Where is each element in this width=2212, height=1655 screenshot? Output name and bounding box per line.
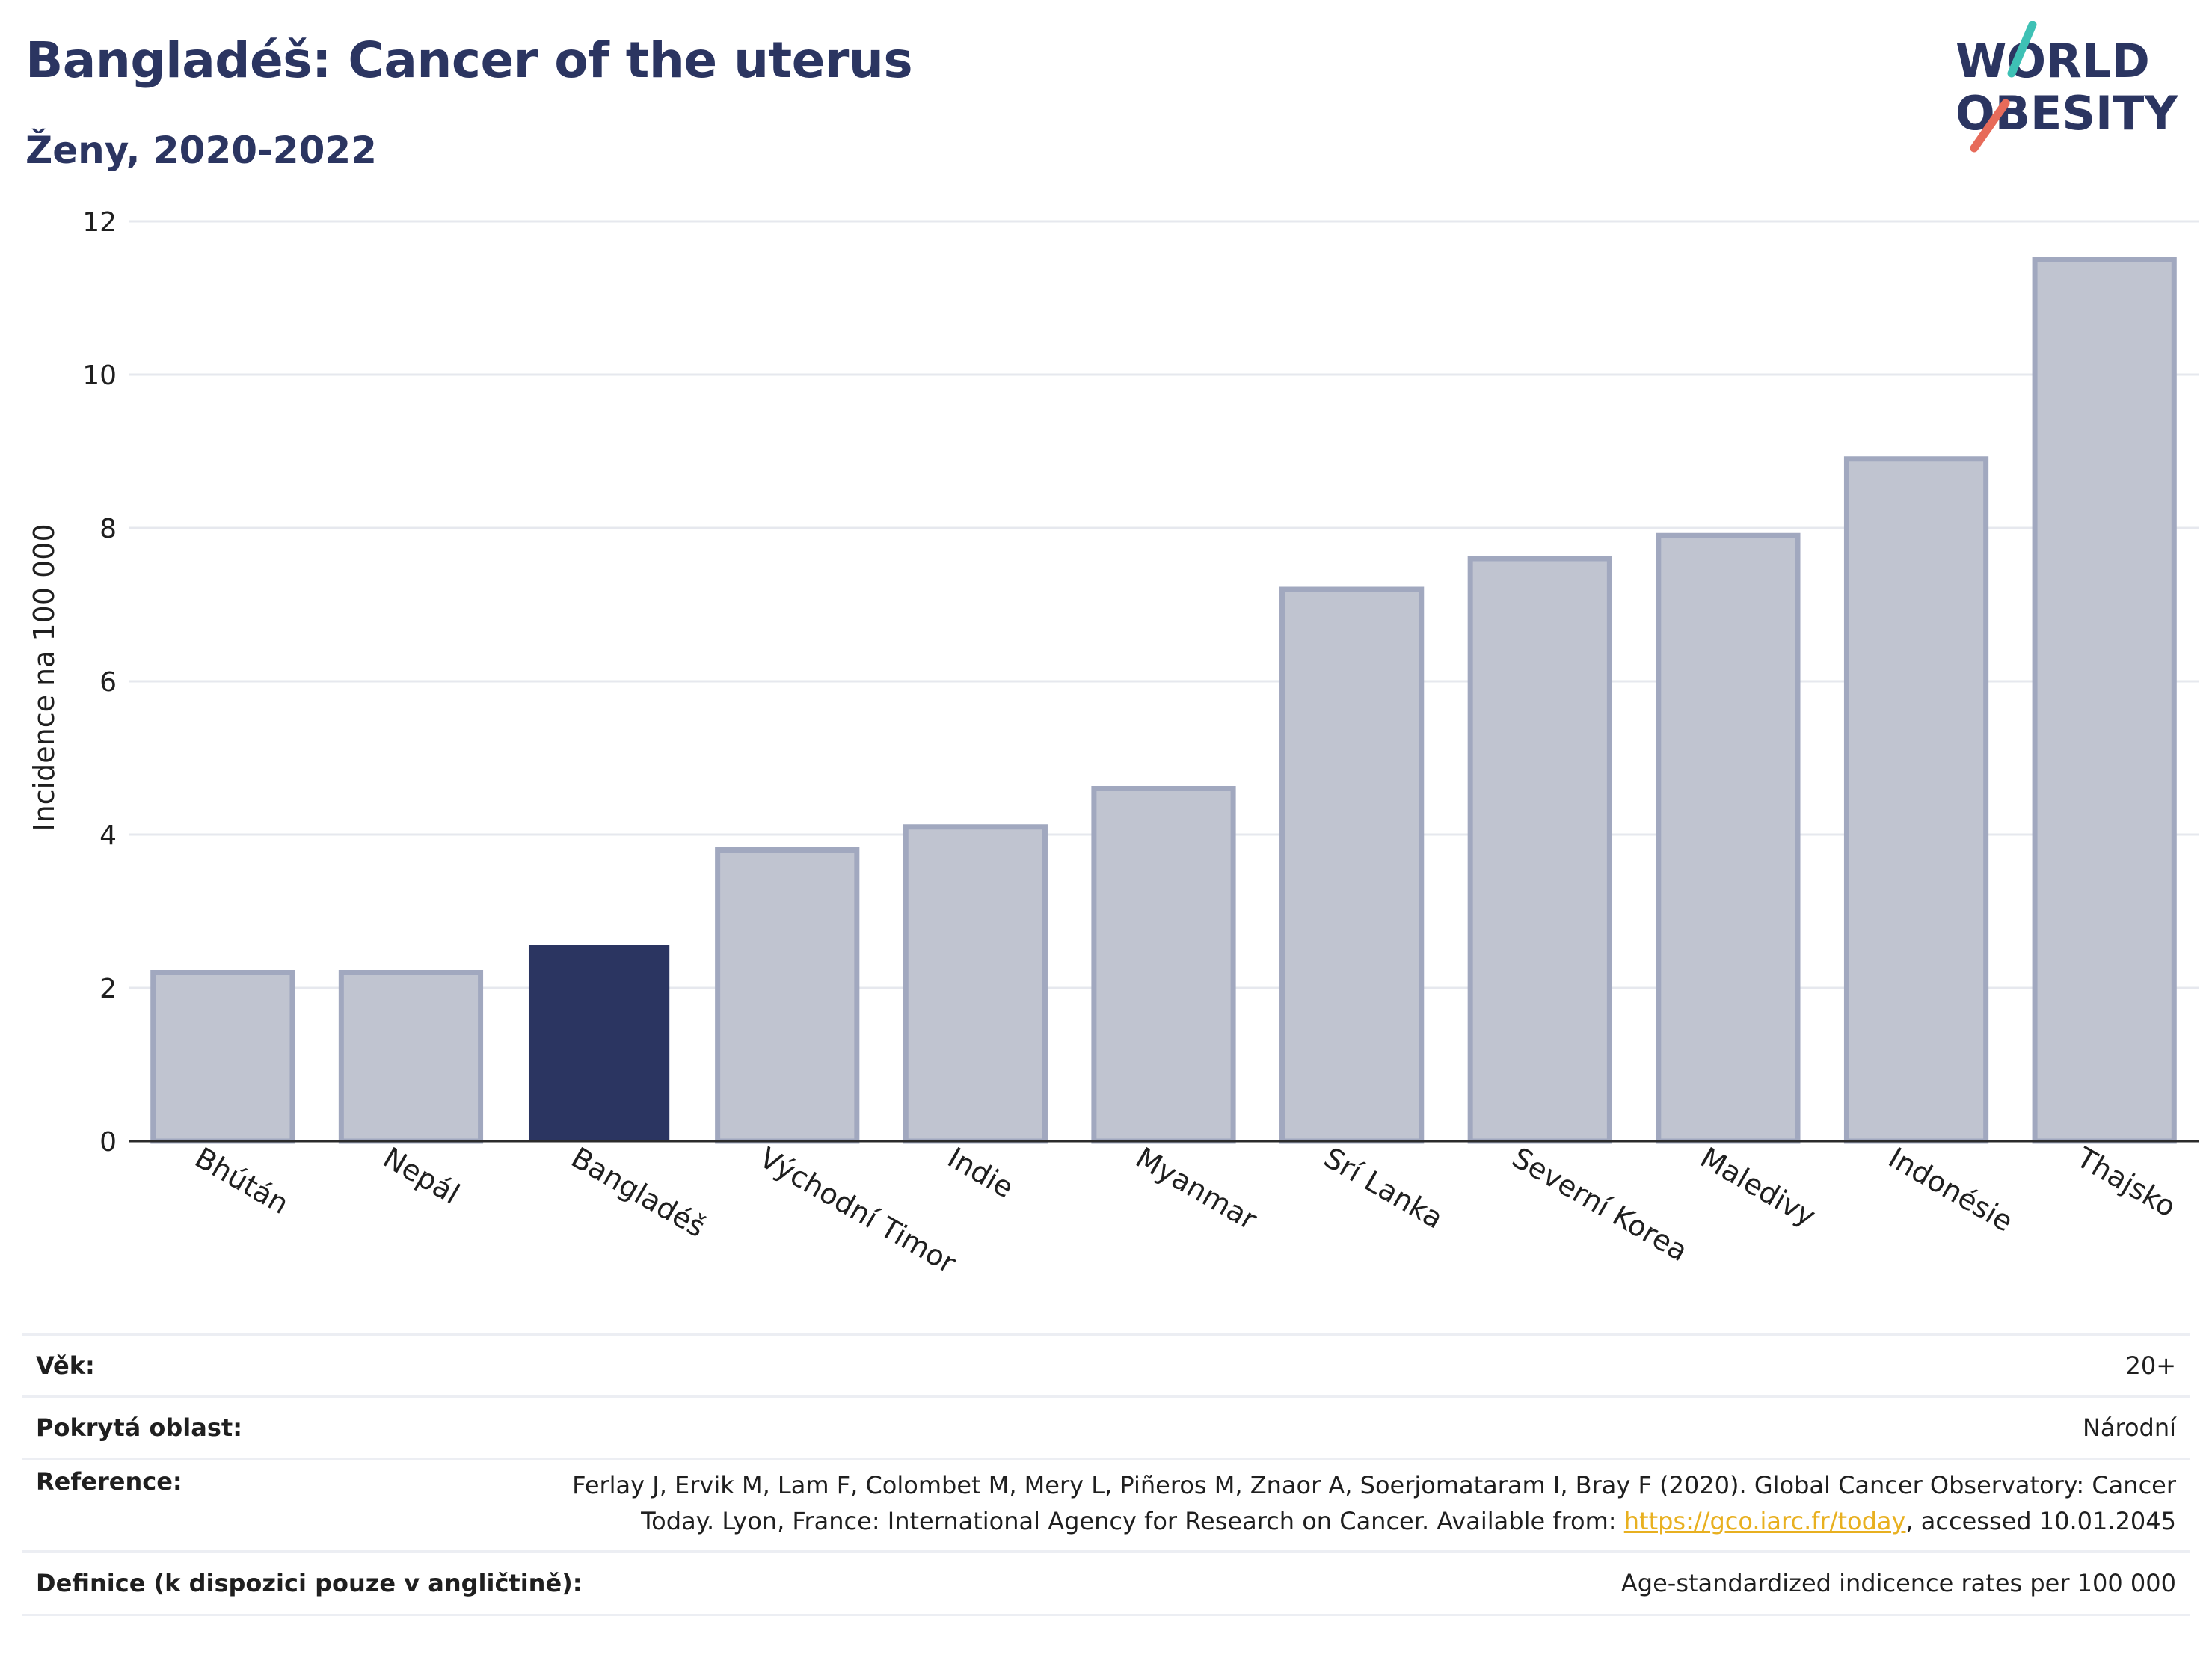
age-value: 20+ [2125,1351,2176,1380]
reference-link[interactable]: https://gco.iarc.fr/today [1623,1507,1906,1535]
x-tick-label: Maledivy [1695,1141,1821,1233]
world-obesity-logo: WORLD OBESITY [1956,21,2178,153]
bar-4 [903,824,1048,1144]
chart-title: Bangladéš: Cancer of the uterus [25,31,913,89]
logo-slash-coral [1970,99,2010,153]
logo-slash-teal [2007,21,2037,78]
reference-text-line2: Today. Lyon, France: International Agenc… [641,1507,1624,1535]
x-tick-label: Indonésie [1883,1141,2018,1238]
y-tick-label: 4 [99,820,117,851]
x-tick-label: Bhútán [189,1141,294,1220]
reference-label: Reference: [36,1467,182,1496]
x-tick-label: Thajsko [2071,1140,2181,1223]
bars [150,257,2177,1144]
reference-text-line1: Ferlay J, Ervik M, Lam F, Colombet M, Me… [572,1471,2176,1499]
y-tick-label: 0 [99,1127,117,1158]
bar-2 [528,945,670,1142]
bar-7 [1467,556,1612,1144]
y-tick-label: 2 [99,974,117,1004]
x-tick-label: Nepál [378,1141,465,1211]
metadata-table: Věk: 20+ Pokrytá oblast: Národní Referen… [22,1333,2190,1616]
bar-chart: 0 2 4 6 8 10 12 Bhútán Nepál Bangladéš Východní Ti… [28,207,2199,1280]
bar-6 [1279,586,1425,1144]
area-value: Národní [2082,1413,2176,1442]
x-tick-label: Indie [942,1141,1019,1205]
bar-3 [715,847,860,1144]
bar-10 [2032,257,2177,1144]
bar-0 [150,970,295,1144]
x-tick-label: Myanmar [1131,1141,1263,1237]
y-tick-label: 10 [82,360,117,391]
x-tick-label: Srí Lanka [1318,1141,1448,1235]
meta-row-reference: Reference: Ferlay J, Ervik M, Lam F, Col… [22,1458,2190,1550]
meta-row-age: Věk: 20+ [22,1333,2190,1395]
x-tick-label: Východní Timor [754,1141,962,1280]
chart-subtitle: Ženy, 2020-2022 [25,129,377,172]
x-tick-label: Severní Korea [1507,1141,1694,1268]
y-tick-label: 8 [99,514,117,544]
bar-8 [1656,532,1801,1144]
y-tick-label: 12 [82,207,117,238]
definition-value: Age-standardized indicence rates per 100… [1620,1569,2176,1597]
logo-world-text: WORLD [1956,34,2150,88]
area-label: Pokrytá oblast: [36,1413,242,1442]
y-tick-label: 6 [99,667,117,698]
bar-1 [338,970,484,1144]
meta-row-definition: Definice (k dispozici pouze v angličtině… [22,1550,2190,1616]
meta-row-area: Pokrytá oblast: Národní [22,1395,2190,1458]
reference-value: Ferlay J, Ervik M, Lam F, Colombet M, Me… [572,1467,2176,1539]
x-tick-label: Bangladéš [566,1141,711,1244]
logo-obesity-text: OBESITY [1956,86,2178,141]
bar-9 [1843,456,1989,1144]
reference-text-line3: , accessed 10.01.2045 [1905,1507,2176,1535]
age-label: Věk: [36,1351,95,1380]
bar-5 [1091,786,1236,1144]
y-axis-label: Incidence na 100 000 [28,523,61,831]
definition-label: Definice (k dispozici pouze v angličtině… [36,1569,583,1597]
